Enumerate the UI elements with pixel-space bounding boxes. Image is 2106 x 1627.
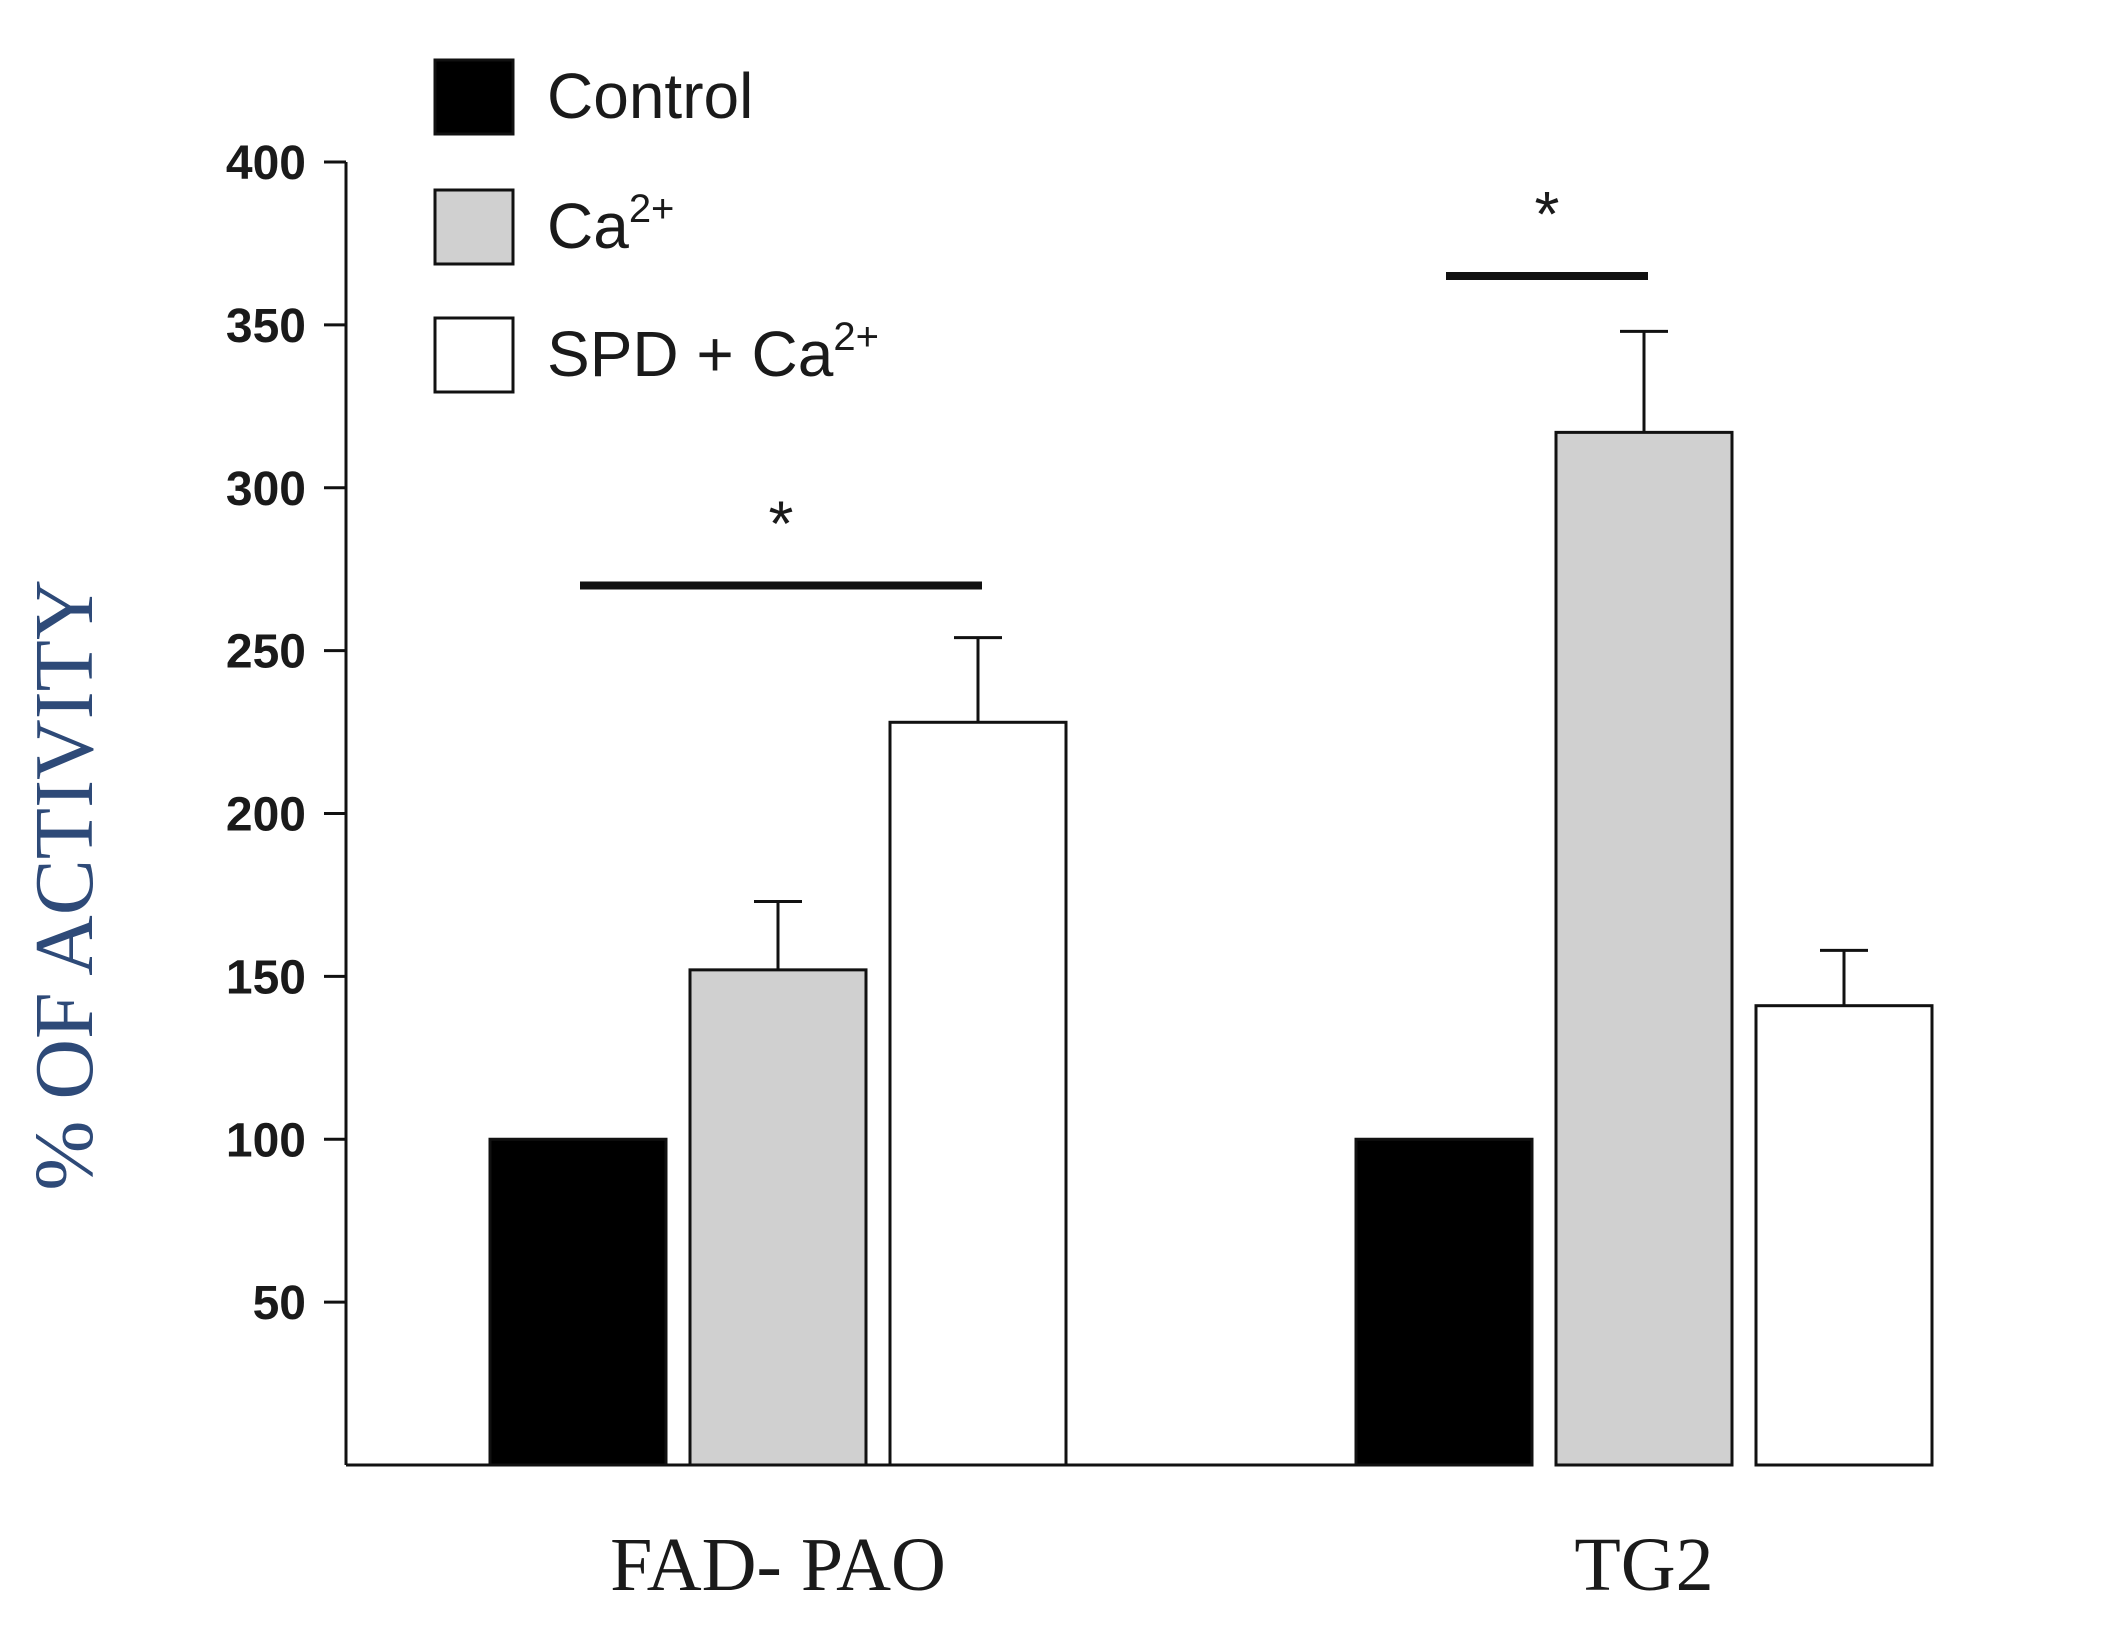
legend-label-2: SPD + Ca2+ (547, 315, 879, 390)
y-tick-label: 50 (253, 1277, 306, 1330)
significance-marker: * (1535, 178, 1560, 250)
y-tick-label: 350 (226, 300, 306, 353)
legend-swatch-2 (433, 316, 515, 394)
bar-2-1 (1754, 1004, 1934, 1467)
x-category-label: FAD- PAO (610, 1523, 946, 1607)
plot-area: 50 100 150 200 250 300 350 400 FAD- PAO TG2 * * (226, 137, 1934, 1607)
x-category-label: TG2 (1574, 1523, 1713, 1607)
legend-superscript: 2+ (833, 315, 879, 359)
legend-label-1: Ca2+ (547, 187, 674, 262)
y-axis-title: % OF ACTIVITY (18, 579, 111, 1190)
y-tick-label: 200 (226, 789, 306, 842)
y-axis-title-group: % OF ACTIVITY (18, 579, 111, 1190)
bar-0-0 (488, 1137, 668, 1467)
significance-marker: * (769, 487, 794, 559)
bar-1-0 (688, 968, 868, 1467)
legend-superscript: 2+ (629, 187, 675, 231)
y-tick-label: 250 (226, 626, 306, 679)
bar-2-0 (888, 720, 1068, 1467)
legend: Control Ca2+ SPD + Ca2+ (433, 58, 879, 394)
y-tick-label: 400 (226, 137, 306, 190)
y-tick-label: 150 (226, 951, 306, 1004)
bar-1-1 (1554, 430, 1734, 1467)
y-tick-label: 300 (226, 463, 306, 516)
y-tick-label: 100 (226, 1114, 306, 1167)
bar-0-1 (1354, 1137, 1534, 1467)
legend-label-0: Control (547, 60, 753, 132)
legend-swatch-0 (433, 58, 515, 136)
legend-swatch-1 (433, 188, 515, 266)
